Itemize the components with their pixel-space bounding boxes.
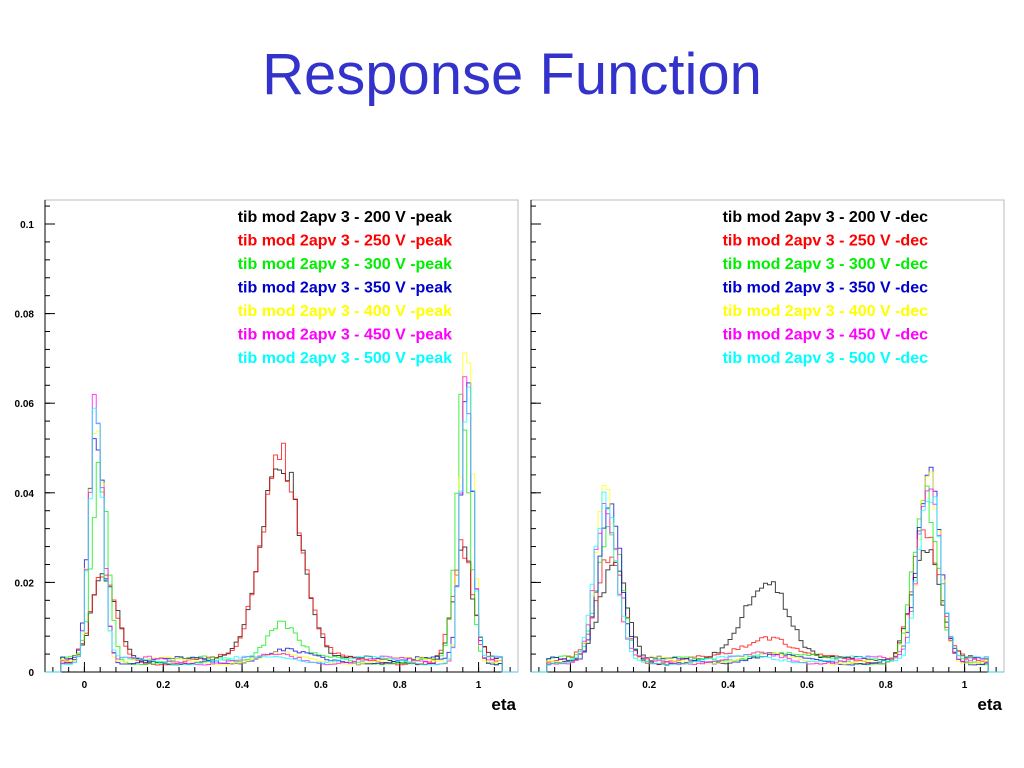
legend-entry: tib mod 2apv 3 - 300 V -peak [238, 256, 452, 273]
legend-entry: tib mod 2apv 3 - 500 V -dec [723, 350, 929, 367]
legend-entry: tib mod 2apv 3 - 450 V -peak [238, 327, 452, 344]
x-tick-label: 0 [568, 680, 574, 691]
x-tick-label: 0.8 [879, 680, 893, 691]
x-tick-label: 0.6 [800, 680, 814, 691]
chart-panel-peak: 0 0.2 0.4 0.6 0.8 1 0 0.02 0.04 0.06 0.08 0.1 eta tib… [15, 199, 519, 714]
legend-entry: tib mod 2apv 3 - 200 V -peak [238, 209, 452, 226]
series-line-3 [45, 382, 518, 673]
y-tick-label: 0.08 [15, 310, 35, 321]
legend-entry: tib mod 2apv 3 - 250 V -dec [723, 233, 929, 250]
x-tick-label: 0.4 [721, 680, 735, 691]
x-tick-label: 0.8 [393, 680, 407, 691]
legend-entry: tib mod 2apv 3 - 500 V -peak [238, 350, 452, 367]
y-tick-label: 0.02 [15, 578, 35, 589]
x-tick-label: 0.6 [314, 680, 328, 691]
x-tick-label: 0.2 [156, 680, 170, 691]
legend-entry: tib mod 2apv 3 - 300 V -dec [723, 256, 929, 273]
y-tick-label: 0.1 [20, 220, 34, 231]
x-tick-label: 1 [962, 680, 968, 691]
y-tick-label: 0.04 [15, 489, 35, 500]
x-tick-label: 0.4 [235, 680, 249, 691]
legend-entry: tib mod 2apv 3 - 350 V -dec [723, 280, 929, 297]
x-tick-label: 0.2 [642, 680, 656, 691]
chart-panel-dec: 0 0.2 0.4 0.6 0.8 1 eta tib mod 2apv 3 - 200 V … [530, 199, 1005, 714]
x-tick-label: 0 [82, 680, 88, 691]
legend-entry: tib mod 2apv 3 - 400 V -peak [238, 303, 452, 320]
x-axis-title: eta [977, 695, 1002, 714]
y-tick-label: 0.06 [15, 399, 35, 410]
legend-entry: tib mod 2apv 3 - 400 V -dec [723, 303, 929, 320]
legend-entry: tib mod 2apv 3 - 450 V -dec [723, 327, 929, 344]
legend-entry: tib mod 2apv 3 - 200 V -dec [723, 209, 929, 226]
legend-entry: tib mod 2apv 3 - 350 V -peak [238, 280, 452, 297]
series-line-2 [45, 393, 518, 673]
slide-title: Response Function [262, 42, 762, 107]
legend-entry: tib mod 2apv 3 - 250 V -peak [238, 233, 452, 250]
series-line-6 [45, 386, 518, 673]
x-axis-title: eta [491, 695, 516, 714]
x-tick-label: 1 [476, 680, 482, 691]
y-tick-label: 0 [28, 668, 34, 679]
series-line-6 [531, 491, 1004, 673]
